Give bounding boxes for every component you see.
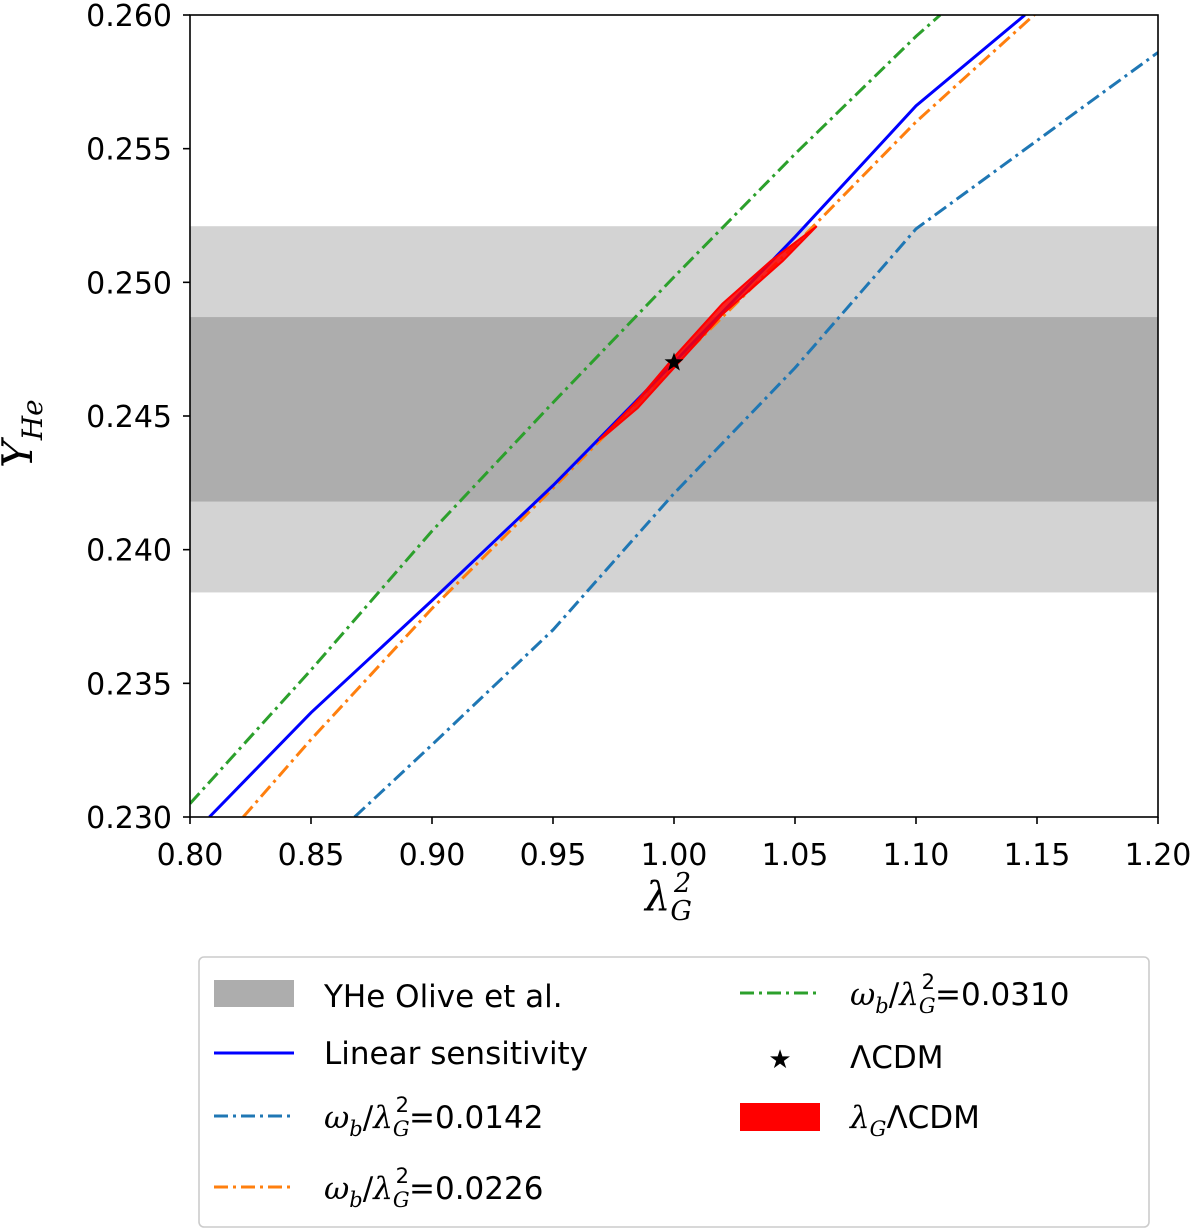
- y-tick-label: 0.260: [86, 0, 172, 34]
- legend-label-marker: ΛCDM: [850, 1040, 943, 1076]
- omega-sub: b: [349, 1188, 362, 1212]
- y-tick-label: 0.230: [86, 801, 172, 836]
- omega-sub: b: [349, 1117, 362, 1141]
- y-tick-label: 0.240: [86, 534, 172, 569]
- legend-swatch-region: [740, 1103, 820, 1131]
- lambda-symbol: λ: [371, 1100, 393, 1136]
- x-axis-label: λG2: [643, 868, 692, 927]
- x-tick-label: 0.85: [278, 838, 345, 873]
- legend-label-wb0226: ωb/λG2=0.0226: [324, 1164, 543, 1212]
- x-tick-label: 1.10: [883, 838, 950, 873]
- x-tick-label: 0.80: [157, 838, 224, 873]
- region-layer: [598, 225, 818, 441]
- x-tick-label: 0.90: [399, 838, 466, 873]
- lambda-symbol: λ: [848, 1100, 870, 1136]
- series-line-wb0226: [242, 15, 1037, 817]
- y-tick-label: 0.245: [86, 400, 172, 435]
- x-tick-label: 1.15: [1004, 838, 1071, 873]
- legend-label-region: λGΛCDM: [848, 1100, 980, 1141]
- legend-label-linear: Linear sensitivity: [324, 1036, 588, 1072]
- y-axis-label-base: Y: [0, 436, 42, 468]
- lcdm-star-marker: [664, 352, 684, 371]
- x-tick-label: 0.95: [520, 838, 587, 873]
- series-line-wb0310: [190, 15, 942, 805]
- x-tick-label: 1.05: [762, 838, 829, 873]
- x-axis-label-base: λ: [643, 874, 670, 920]
- legend-label-band: YHe Olive et al.: [323, 979, 563, 1015]
- legend: YHe Olive et al. Linear sensitivity ωb/λ…: [198, 956, 1150, 1228]
- legend-value-wb0310: =0.0310: [935, 977, 1069, 1013]
- bands-layer: [190, 226, 1158, 593]
- x-tick-label: 1.20: [1125, 838, 1192, 873]
- lambda-symbol: λ: [897, 977, 919, 1013]
- lambda-sup: 2: [396, 1093, 409, 1117]
- lambda-sup: 2: [396, 1164, 409, 1188]
- band-1σ: [190, 317, 1158, 502]
- legend-value-wb0142: =0.0142: [409, 1100, 543, 1136]
- x-tick-label: 1.00: [641, 838, 708, 873]
- y-axis-ticks: 0.230 0.235 0.240 0.245 0.250 0.255 0.260: [86, 0, 190, 836]
- legend-label-wb0142: ωb/λG2=0.0142: [324, 1093, 543, 1141]
- marker-layer: [664, 352, 684, 371]
- omega-symbol: ω: [850, 977, 875, 1013]
- lambda-symbol: λ: [371, 1171, 393, 1207]
- x-axis-label-sub: G: [670, 896, 692, 927]
- slash: /: [889, 977, 900, 1013]
- lambda-sub: G: [393, 1117, 410, 1141]
- omega-symbol: ω: [324, 1100, 349, 1136]
- omega-sub: b: [875, 994, 888, 1018]
- slash: /: [363, 1100, 374, 1136]
- lambda-sup: 2: [922, 970, 935, 994]
- omega-symbol: ω: [324, 1171, 349, 1207]
- region-lambdaG-lcdm: [598, 225, 818, 441]
- legend-frame: [198, 956, 1150, 1228]
- lambda-sub: G: [870, 1117, 887, 1141]
- lambda-sub: G: [393, 1188, 410, 1212]
- y-axis-label: YHe: [0, 399, 49, 468]
- legend-swatch-marker: ★: [768, 1045, 791, 1075]
- y-tick-label: 0.255: [86, 133, 172, 168]
- y-tick-label: 0.250: [86, 266, 172, 301]
- legend-value-region: ΛCDM: [886, 1100, 979, 1136]
- lambda-sub: G: [919, 994, 936, 1018]
- x-axis-ticks: 0.80 0.85 0.90 0.95 1.00 1.05 1.10 1.15 1.20: [157, 817, 1192, 873]
- legend-value-wb0226: =0.0226: [409, 1171, 543, 1207]
- series-line-wb0142: [353, 51, 1158, 817]
- x-axis-label-sup: 2: [673, 868, 691, 899]
- y-tick-label: 0.235: [86, 667, 172, 702]
- legend-label-wb0310: ωb/λG2=0.0310: [850, 970, 1069, 1018]
- slash: /: [363, 1171, 374, 1207]
- y-axis-label-sub: He: [16, 399, 49, 441]
- legend-swatch-band: [214, 980, 294, 1007]
